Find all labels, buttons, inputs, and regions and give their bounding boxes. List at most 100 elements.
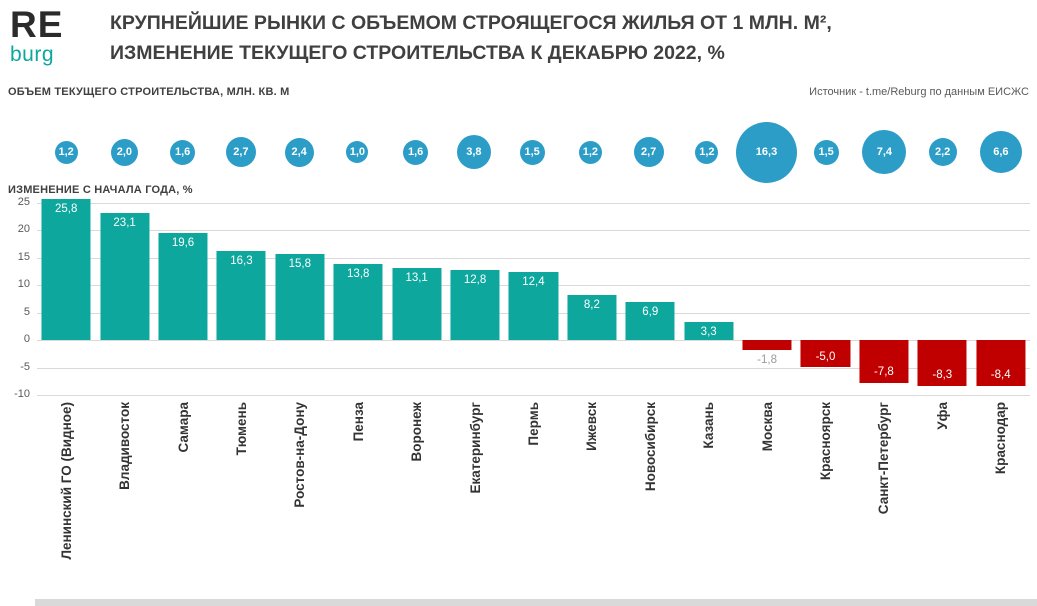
volume-bubble: 6,6 <box>979 131 1022 173</box>
bar <box>216 250 266 341</box>
volume-bubble: 16,3 <box>736 121 797 183</box>
y-tick-label: 25 <box>17 196 30 208</box>
bar-column: -1,8 <box>738 203 796 395</box>
bubble-column: 2,4 <box>270 116 328 188</box>
bar-value-label: 16,3 <box>230 254 253 267</box>
bar-value-label: 3,3 <box>700 326 717 338</box>
bar-value-label: 15,8 <box>288 257 312 270</box>
x-category-label: Пенза <box>350 402 366 442</box>
x-label-column: Москва <box>738 402 796 596</box>
bar-value-label: 12,8 <box>463 273 487 286</box>
x-category-label: Казань <box>701 402 717 449</box>
x-category-label: Ижевск <box>584 402 600 451</box>
bar <box>859 340 909 383</box>
bar <box>158 232 208 341</box>
x-label-column: Пермь <box>504 402 562 596</box>
volume-bubble: 1,2 <box>578 140 602 164</box>
x-label-column: Ижевск <box>563 402 621 596</box>
bar <box>392 268 442 341</box>
bar-column: 3,3 <box>679 203 737 395</box>
volume-bubble: 1,2 <box>54 140 78 164</box>
bars-layer: 25,8 23,1 19,6 16,3 15,8 13,8 13,1 12,8 12,4 8,2 6… <box>37 198 1030 395</box>
gridline <box>37 203 1030 204</box>
bar <box>917 340 967 386</box>
y-tick-label: 0 <box>23 333 30 346</box>
bar <box>684 322 734 341</box>
gridline <box>37 395 1030 396</box>
bar <box>508 272 558 341</box>
x-category-label: Самара <box>175 402 191 453</box>
bar-value-label: 19,6 <box>171 236 195 249</box>
bubble-column: 3,8 <box>445 116 503 188</box>
volume-bubble: 3,8 <box>456 135 491 169</box>
bar-value-label: 6,9 <box>642 306 659 319</box>
volume-axis-label: ОБЪЕМ ТЕКУЩЕГО СТРОИТЕЛЬСТВА, МЛН. КВ. М <box>8 86 290 98</box>
bar-value-label: 25,8 <box>55 202 78 215</box>
bar-column: -7,8 <box>855 203 913 395</box>
bar <box>625 302 675 341</box>
bar-value-label: -1,8 <box>757 354 777 366</box>
source-attribution: Источник - t.me/Reburg по данным ЕИСЖС <box>809 86 1029 98</box>
bar-column: 15,8 <box>271 203 329 395</box>
reburg-logo: RE burg <box>10 6 63 65</box>
volume-bubble: 2,0 <box>110 138 138 166</box>
x-label-column: Новосибирск <box>621 402 679 596</box>
bubble-column: 1,2 <box>678 116 736 188</box>
x-label-column: Владивосток <box>95 402 153 596</box>
y-tick-label: 15 <box>17 250 30 263</box>
gridline <box>37 367 1030 369</box>
x-label-column: Казань <box>679 402 737 596</box>
bar-column: -8,4 <box>972 203 1030 395</box>
bar <box>800 340 851 368</box>
y-tick-label: 10 <box>17 278 30 291</box>
gridline <box>37 257 1030 259</box>
bubble-column: 7,4 <box>855 116 913 188</box>
x-label-column: Самара <box>154 402 212 596</box>
x-category-label: Воронеж <box>409 402 425 462</box>
x-category-label: Пермь <box>525 402 541 446</box>
bubble-column: 1,5 <box>503 116 561 188</box>
volume-bubble-row: 1,2 2,0 1,6 2,7 2,4 1,0 1,6 3,8 1,5 1,2 2,7 1,2 16,3… <box>37 116 1030 188</box>
bar-column: 25,8 <box>37 198 95 395</box>
logo-burg-text: burg <box>10 43 55 66</box>
x-label-column: Пенза <box>329 402 387 596</box>
bubble-column: 1,2 <box>37 116 95 188</box>
x-label-column: Уфа <box>913 402 971 596</box>
bar-column: 13,1 <box>387 203 445 395</box>
x-label-column: Санкт-Петербург <box>855 402 913 596</box>
change-axis-label: ИЗМЕНЕНИЕ С НАЧАЛА ГОДА, % <box>8 184 193 196</box>
bar <box>41 198 91 341</box>
y-tick-label: 5 <box>23 305 30 318</box>
volume-bubble: 1,2 <box>695 140 719 164</box>
x-category-label: Уфа <box>934 402 950 430</box>
bar <box>567 295 617 341</box>
bar <box>976 340 1026 387</box>
bar <box>100 213 150 341</box>
bar-column: 23,1 <box>95 203 153 395</box>
bubble-column: 1,2 <box>561 116 619 188</box>
x-category-label: Красноярск <box>817 402 833 481</box>
bar <box>333 264 383 341</box>
x-category-label: Ленинский ГО (Видное) <box>58 402 74 560</box>
x-category-label: Москва <box>759 402 775 452</box>
x-category-label: Новосибирск <box>642 402 658 492</box>
y-tick-label: -5 <box>20 360 30 373</box>
volume-bubble: 2,4 <box>284 137 314 167</box>
bar-value-label: -8,3 <box>932 368 953 381</box>
bar-column: 16,3 <box>212 203 270 395</box>
gridline <box>37 340 1030 342</box>
bar-value-label: 12,4 <box>522 276 545 289</box>
x-category-label: Екатеринбург <box>467 402 483 494</box>
page-title: КРУПНЕЙШИЕ РЫНКИ С ОБЪЕМОМ СТРОЯЩЕГОСЯ Ж… <box>110 8 832 68</box>
bar <box>450 269 500 341</box>
bar-column: -8,3 <box>913 203 971 395</box>
x-label-column: Красноярск <box>796 402 854 596</box>
volume-bubble: 1,5 <box>813 139 839 165</box>
bubble-column: 16,3 <box>736 116 797 188</box>
x-category-label: Тюмень <box>233 402 249 456</box>
y-tick-label: 20 <box>17 223 30 236</box>
bar-column: 8,2 <box>563 203 621 395</box>
bar-column: 13,8 <box>329 203 387 395</box>
x-category-label: Ростов-на-Дону <box>292 402 308 508</box>
